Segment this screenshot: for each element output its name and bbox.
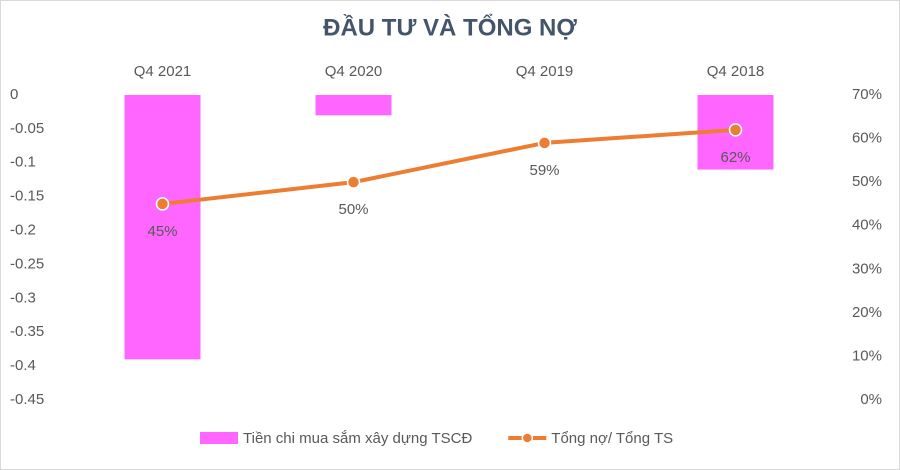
line-marker xyxy=(537,136,552,150)
y-tick-label: -0.35 xyxy=(10,323,44,340)
x-tick-label: Q4 2019 xyxy=(516,63,574,80)
y2-tick-label: 20% xyxy=(852,304,882,321)
y2-tick-label: 10% xyxy=(852,347,882,364)
y2-tick-label: 60% xyxy=(852,130,882,147)
legend-swatch xyxy=(521,432,534,444)
x-tick-label: Q4 2018 xyxy=(707,63,765,80)
data-label: 45% xyxy=(147,223,177,240)
y-tick-label: -0.05 xyxy=(10,120,44,137)
y-tick-label: -0.15 xyxy=(10,188,44,205)
y-tick-label: 0 xyxy=(10,86,18,103)
y-tick-label: -0.1 xyxy=(10,154,36,171)
line-marker xyxy=(346,175,361,189)
legend-swatch xyxy=(200,432,238,444)
bar xyxy=(124,95,201,360)
y-tick-label: -0.25 xyxy=(10,255,44,272)
y2-tick-label: 40% xyxy=(852,217,882,234)
y-tick-label: -0.3 xyxy=(10,289,36,306)
chart-title: ĐẦU TƯ VÀ TỔNG NỢ xyxy=(323,13,577,41)
y-tick-label: -0.45 xyxy=(10,391,44,408)
y2-tick-label: 70% xyxy=(852,86,882,103)
y2-tick-label: 50% xyxy=(852,173,882,190)
y2-tick-label: 0% xyxy=(860,391,882,408)
y-tick-label: -0.4 xyxy=(10,357,36,374)
legend-label: Tổng nợ/ Tổng TS xyxy=(551,430,673,447)
y-tick-label: -0.2 xyxy=(10,222,36,239)
data-label: 59% xyxy=(529,162,559,179)
data-label: 62% xyxy=(720,149,750,166)
line-marker xyxy=(155,197,170,211)
bar xyxy=(315,95,392,116)
x-tick-label: Q4 2021 xyxy=(134,63,192,80)
data-label: 50% xyxy=(338,201,368,218)
x-tick-label: Q4 2020 xyxy=(325,63,383,80)
legend-label: Tiền chi mua sắm xây dựng TSCĐ xyxy=(243,430,472,447)
line xyxy=(162,127,736,206)
line-marker xyxy=(728,123,743,137)
y2-tick-label: 30% xyxy=(852,260,882,277)
